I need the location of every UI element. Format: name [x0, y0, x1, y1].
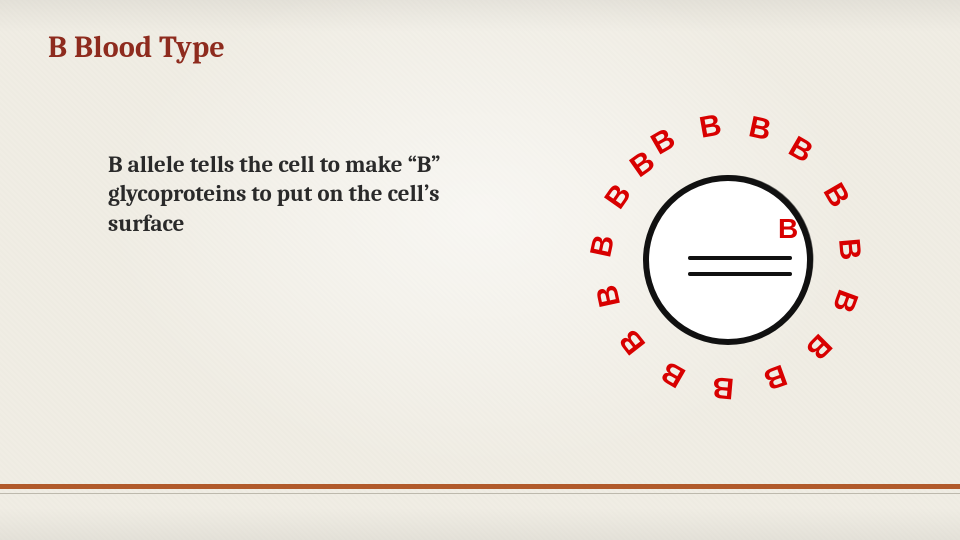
glycoprotein-label: B: [799, 327, 838, 366]
footer-rule-thin: [0, 493, 960, 494]
glycoprotein-label: B: [746, 110, 774, 147]
glycoprotein-label: B: [584, 232, 621, 260]
glycoprotein-label: B: [783, 130, 818, 169]
glycoprotein-label: B: [646, 122, 681, 161]
glycoprotein-label: B: [697, 110, 724, 145]
glycoprotein-label: B: [613, 323, 652, 360]
glycoprotein-label: B: [817, 178, 856, 213]
glycoprotein-label: B: [832, 237, 867, 261]
glycoprotein-label: B: [590, 282, 627, 310]
glycoprotein-label: B: [598, 178, 637, 215]
slide-title: B Blood Type: [48, 30, 225, 65]
glycoprotein-label: B: [759, 358, 791, 396]
cell-diagram-svg: BBBBBBBBBBBBBBBBB: [560, 110, 900, 410]
allele-label-inner: B: [778, 213, 798, 244]
glycoprotein-label: B: [826, 285, 864, 317]
slide-body-text: B allele tells the cell to make “B” glyc…: [108, 150, 468, 238]
glycoprotein-label: B: [711, 370, 735, 405]
cell-diagram: BBBBBBBBBBBBBBBBB: [560, 110, 900, 410]
footer-rule-thick: [0, 484, 960, 489]
glycoprotein-label: B: [656, 355, 691, 394]
